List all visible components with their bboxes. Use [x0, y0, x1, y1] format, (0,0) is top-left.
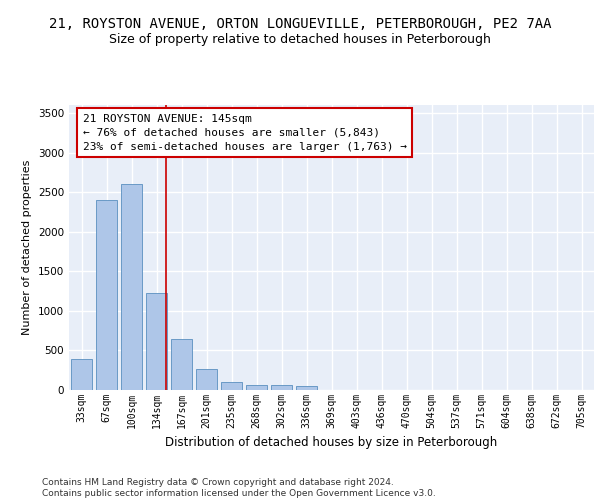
Bar [196, 370, 217, 390]
Text: Contains HM Land Registry data © Crown copyright and database right 2024.
Contai: Contains HM Land Registry data © Crown c… [42, 478, 436, 498]
Text: 21 ROYSTON AVENUE: 145sqm
← 76% of detached houses are smaller (5,843)
23% of se: 21 ROYSTON AVENUE: 145sqm ← 76% of detac… [83, 114, 407, 152]
Bar [296, 386, 317, 390]
Bar [71, 359, 92, 390]
Bar [121, 184, 142, 390]
Text: Size of property relative to detached houses in Peterborough: Size of property relative to detached ho… [109, 32, 491, 46]
Bar [271, 385, 292, 390]
Bar [221, 382, 242, 390]
Bar [171, 340, 192, 390]
Text: 21, ROYSTON AVENUE, ORTON LONGUEVILLE, PETERBOROUGH, PE2 7AA: 21, ROYSTON AVENUE, ORTON LONGUEVILLE, P… [49, 18, 551, 32]
Bar [146, 292, 167, 390]
Bar [246, 385, 267, 390]
Y-axis label: Number of detached properties: Number of detached properties [22, 160, 32, 335]
Bar [96, 200, 117, 390]
X-axis label: Distribution of detached houses by size in Peterborough: Distribution of detached houses by size … [166, 436, 497, 450]
